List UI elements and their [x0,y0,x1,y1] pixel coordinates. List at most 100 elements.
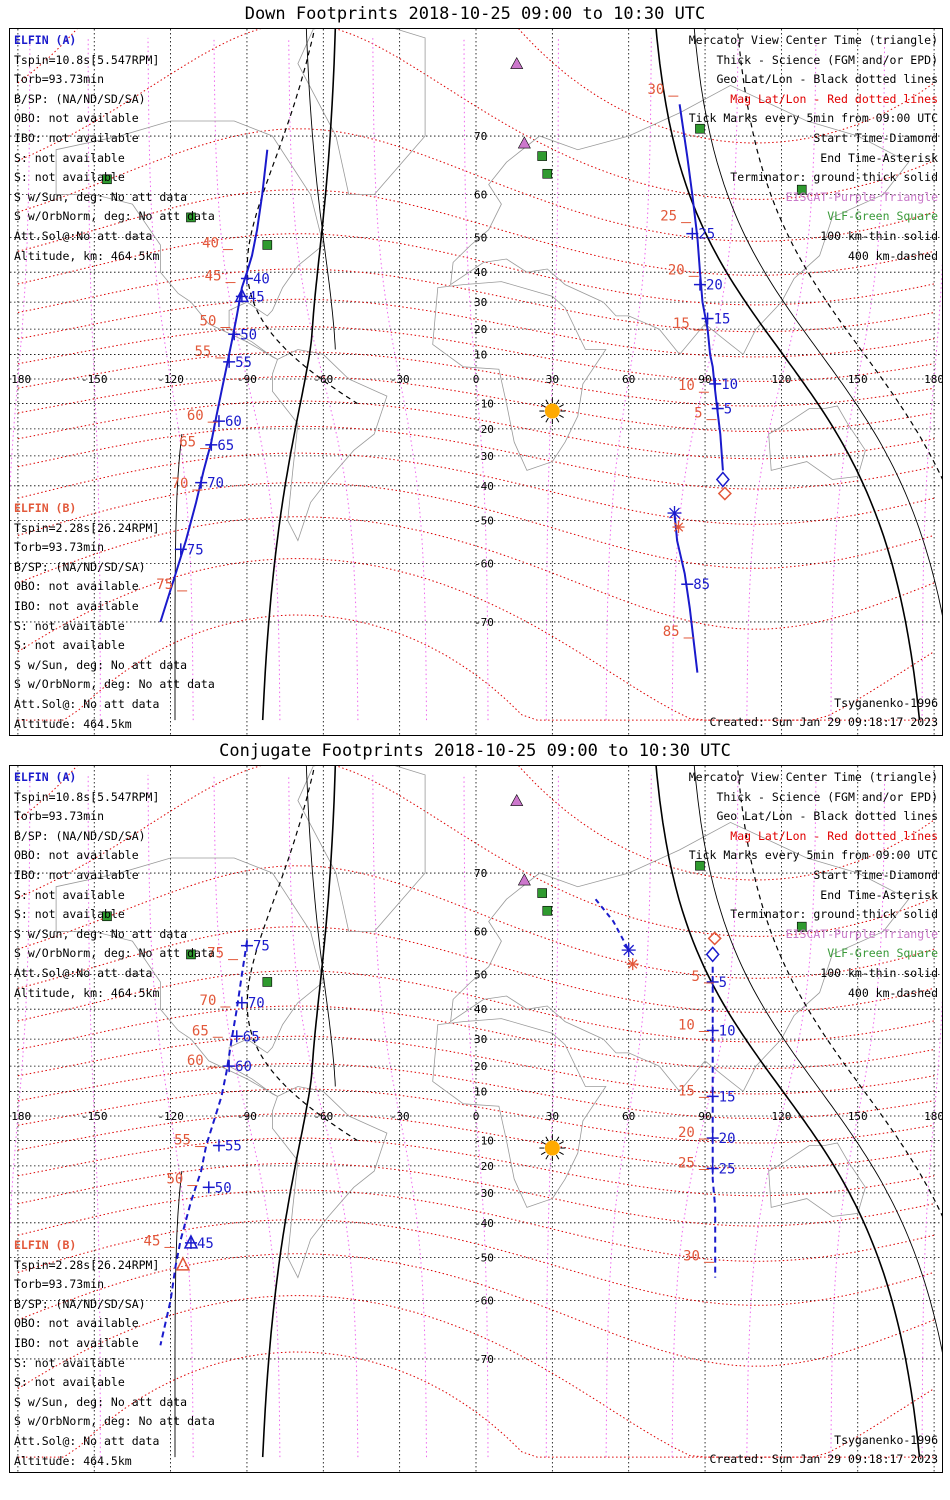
mag-lat-line [17,1253,935,1367]
mag-tick-label: 50 [200,313,217,329]
sat-b-line: B/SP: (NA/ND/SD/SA) [14,1296,146,1311]
start-diamond-icon [717,486,732,501]
mag-lon-line [147,37,194,721]
mag-tick-label: 60 [187,1053,204,1069]
terminator-100km [693,29,942,616]
mag-tick-label: 45 [144,1233,161,1249]
legend-line: Tick Marks every 5min from 09:00 UTC [688,111,938,126]
mag-lon-line [605,774,652,1458]
terminator-ground [261,29,337,721]
lon-tick-label: 90 [698,1110,711,1123]
lon-tick-label: 120 [771,373,791,386]
continent-outline [450,84,910,356]
sat-b-line: Tspin=2.28s[26.24RPM] [14,520,160,535]
continent-outline [768,1142,866,1217]
terminator-ground [655,29,921,721]
end-asterisk-icon [673,522,684,532]
end-asterisk-icon [627,959,638,969]
footprint-track-c [673,512,699,673]
sat-a-line: IBO: not available [14,867,139,882]
sat-a-line: Tspin=10.8s[5.547RPM] [14,789,160,804]
terminator-100km [305,29,336,350]
legend-line: Mercator View Center Time (triangle) [688,770,938,784]
lon-tick-label: 150 [848,1110,868,1123]
mag-tick-label: 20 [678,1125,695,1141]
sat-a-line: OBO: not available [14,848,139,863]
mag-lon-line [545,774,559,1458]
continent-outline [272,1086,388,1279]
lon-tick-label: -30 [390,373,410,386]
mag-tick-label: 30 [647,82,664,98]
sat-a-line: Att.Sol@:No att data [14,228,153,243]
lat-tick-label: -60 [474,1294,494,1307]
legend-line: Tick Marks every 5min from 09:00 UTC [688,848,938,863]
mag-tick-label: 70 [200,993,217,1009]
legend-line: Geo Lat/Lon - Black dotted lines [716,72,938,87]
panel-title-conjugate: Conjugate Footprints 2018-10-25 09:00 to… [219,741,731,761]
sun-ray [555,417,560,423]
legend-line: Thick - Science (FGM and/or EPD) [716,789,938,804]
mag-lat-line [17,1189,935,1262]
continent-outline [55,120,324,360]
lat-tick-label: 60 [474,189,487,202]
vlf-station-icon [262,240,273,250]
track-tick-label: 75 [253,939,270,955]
sun-icon [539,1135,566,1162]
lat-tick-label: 10 [474,348,487,361]
sat-a-line: Torb=93.73min [14,72,105,87]
continent-outline [768,405,866,480]
eiscat-station-icon [510,56,524,69]
sat-a-line: Att.Sol@:No att data [14,965,153,980]
track-tick-label: 60 [235,1059,252,1075]
vlf-station-icon [537,151,547,161]
sun-ray [540,414,546,418]
sat-b-line: S: not available [14,638,125,653]
track-tick-label: 20 [719,1131,736,1147]
sat-b-line: S: not available [14,1375,125,1390]
terminator-400km [736,29,942,480]
sat-b-line: S w/OrbNorm, deg: No att data [14,677,215,692]
mag-tick-label: 75 [207,946,224,962]
continent-outline [432,1018,607,1208]
sat-a-line: S w/Sun, deg: No att data [14,926,188,941]
sat-a-line: Torb=93.73min [14,809,105,824]
track-tick-label: 60 [225,414,242,430]
vlf-station-icon [537,888,547,898]
lon-tick-label: -60 [313,373,333,386]
lat-tick-label: -30 [474,450,494,463]
sat-a-line: B/SP: (NA/ND/SD/SA) [14,91,146,106]
sat-b-line: Att.Sol@: No att data [14,696,160,711]
mag-tick-label: 40 [202,236,219,252]
lon-tick-label: 180 [924,1110,942,1123]
legend: Mercator View Center Time (triangle) Thi… [689,768,938,1003]
sun-icon [539,398,566,425]
sat-a-line: S w/OrbNorm, deg: No att data [14,209,215,224]
model-label: Tsyganenko-1996 [834,695,938,710]
mag-lat-line [17,516,935,630]
lat-tick-label: -10 [474,1135,494,1148]
track-tick-label: 55 [225,1139,242,1155]
track-tick-label: 50 [215,1180,232,1196]
legend-line: VLF-Green Square [827,946,938,961]
lat-tick-label: 70 [474,867,487,880]
continent-outline [297,29,426,195]
sat-b-line: S w/OrbNorm, deg: No att data [14,1414,215,1429]
sat-b-line: Altitude: 464.5km [14,1453,132,1468]
sat-b-line: Att.Sol@: No att data [14,1433,160,1448]
mag-lat-line [17,452,935,525]
track-tick-label: 45 [248,289,265,305]
lon-tick-label: -180 [10,373,31,386]
lat-tick-label: 40 [474,266,487,279]
lon-tick-label: -90 [237,373,257,386]
sat-a-line: S w/OrbNorm, deg: No att data [14,946,215,961]
lon-tick-label: -150 [81,373,108,386]
mag-tick-label: 65 [192,1023,209,1039]
eiscat-station-icon [517,873,531,886]
track-tick-label: 65 [217,438,234,454]
sat-a-line: S: not available [14,887,125,902]
track-tick-label: 75 [187,542,204,558]
sat-a-line: S: not available [14,907,125,922]
mag-lon-line [87,37,101,721]
mag-tick-label: 50 [166,1172,183,1188]
continent-outline [272,349,388,542]
